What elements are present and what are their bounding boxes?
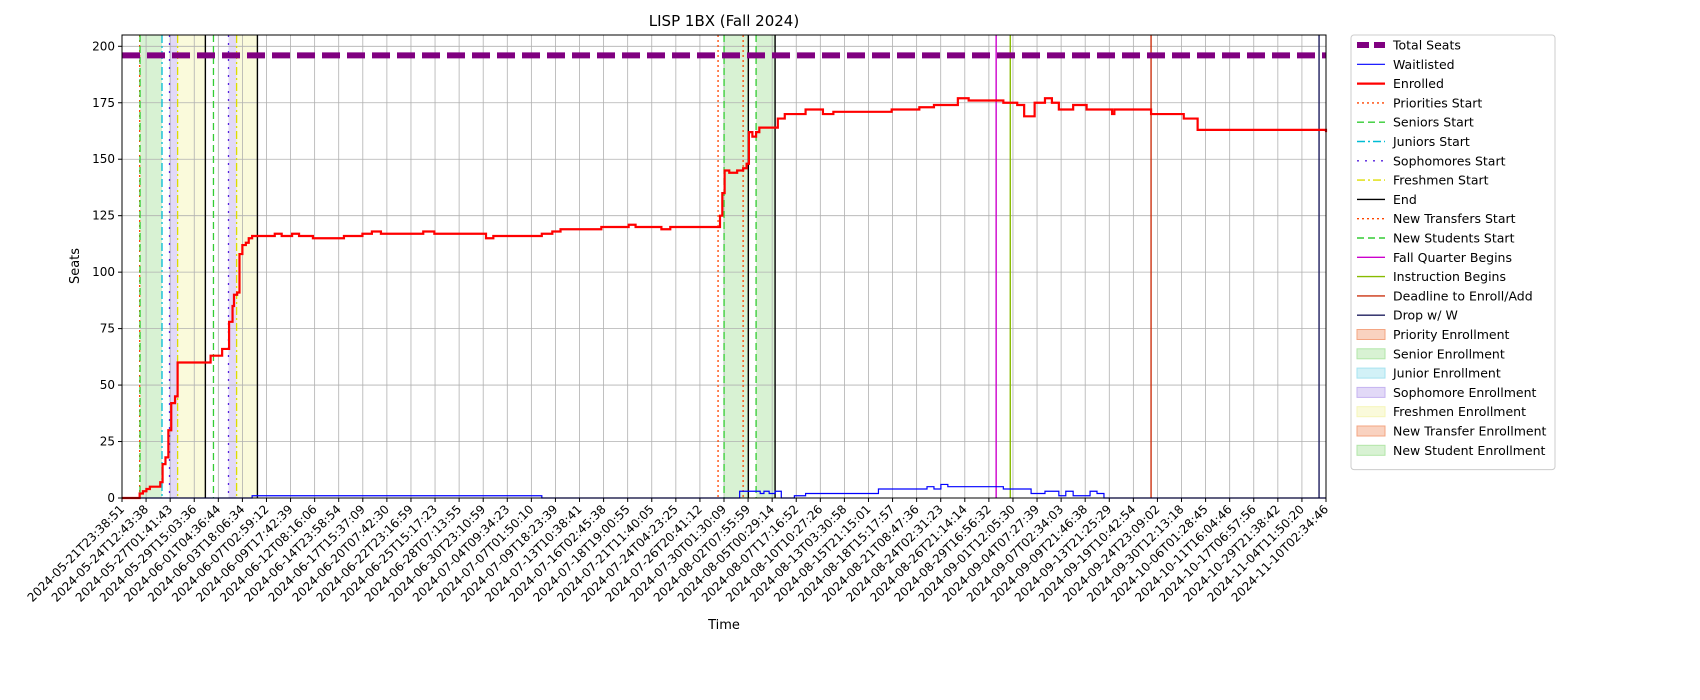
legend-label: Sophomore Enrollment xyxy=(1393,385,1537,400)
shaded-region xyxy=(140,35,163,498)
legend-label: New Transfers Start xyxy=(1393,211,1516,226)
shaded-region xyxy=(177,35,206,498)
legend-swatch xyxy=(1356,425,1386,437)
legend-label: Freshmen Start xyxy=(1393,173,1489,188)
legend-label: Junior Enrollment xyxy=(1392,366,1501,381)
legend-label: New Students Start xyxy=(1393,231,1515,246)
legend-label: Total Seats xyxy=(1392,38,1461,53)
y-tick-label: 200 xyxy=(92,39,115,53)
legend-label: Instruction Begins xyxy=(1393,269,1506,284)
legend-label: Drop w/ W xyxy=(1393,308,1458,323)
legend-label: Freshmen Enrollment xyxy=(1393,404,1526,419)
y-tick-label: 125 xyxy=(92,209,115,223)
y-tick-label: 175 xyxy=(92,96,115,110)
legend: Total Seats Waitlisted Enrolled Priorities … xyxy=(1350,34,1556,471)
legend-label: New Student Enrollment xyxy=(1393,443,1545,458)
event-lines xyxy=(139,35,1320,498)
legend-label: Deadline to Enroll/Add xyxy=(1393,288,1533,303)
legend-label: Waitlisted xyxy=(1393,57,1455,72)
legend-label: Enrolled xyxy=(1393,76,1444,91)
y-tick-label: 100 xyxy=(92,265,115,279)
legend-label: Seniors Start xyxy=(1393,115,1474,130)
legend-label: Fall Quarter Begins xyxy=(1393,250,1512,265)
shaded-region xyxy=(756,35,776,498)
legend-swatch xyxy=(1356,329,1386,340)
x-axis-label: Time xyxy=(707,618,740,633)
data-series xyxy=(122,52,1328,500)
legend-label: Sophomores Start xyxy=(1393,153,1506,168)
y-tick-label: 0 xyxy=(107,491,115,505)
shaded-region xyxy=(228,35,237,498)
legend-swatch xyxy=(1356,348,1386,360)
shaded-region xyxy=(169,35,178,498)
legend-label: Juniors Start xyxy=(1392,134,1470,149)
legend-label: Priority Enrollment xyxy=(1393,327,1510,342)
chart-title: LISP 1BX (Fall 2024) xyxy=(649,12,799,30)
y-tick-label: 25 xyxy=(100,435,115,449)
legend-label: New Transfer Enrollment xyxy=(1393,424,1547,439)
shaded-region xyxy=(724,35,749,498)
series-line xyxy=(122,97,1328,500)
legend-label: Senior Enrollment xyxy=(1393,346,1505,361)
legend-swatch xyxy=(1356,444,1386,456)
legend-box xyxy=(1350,34,1556,471)
legend-label: End xyxy=(1393,192,1417,207)
legend-label: Priorities Start xyxy=(1393,95,1482,110)
shaded-region xyxy=(236,35,258,498)
legend-swatch xyxy=(1356,406,1386,418)
y-tick-label: 50 xyxy=(100,378,115,392)
legend-swatch xyxy=(1356,367,1386,379)
series-line xyxy=(122,483,1326,499)
shaded-regions xyxy=(140,35,776,498)
y-tick-label: 150 xyxy=(92,152,115,166)
legend-swatch xyxy=(1356,386,1386,398)
y-tick-label: 75 xyxy=(100,322,115,336)
y-axis: 0 25 50 75 100 125 150 175 200 xyxy=(92,39,122,505)
x-axis: 2024-05-21T23:38:512024-05-24T12:43:3820… xyxy=(25,498,1331,605)
y-axis-label: Seats xyxy=(68,248,83,284)
